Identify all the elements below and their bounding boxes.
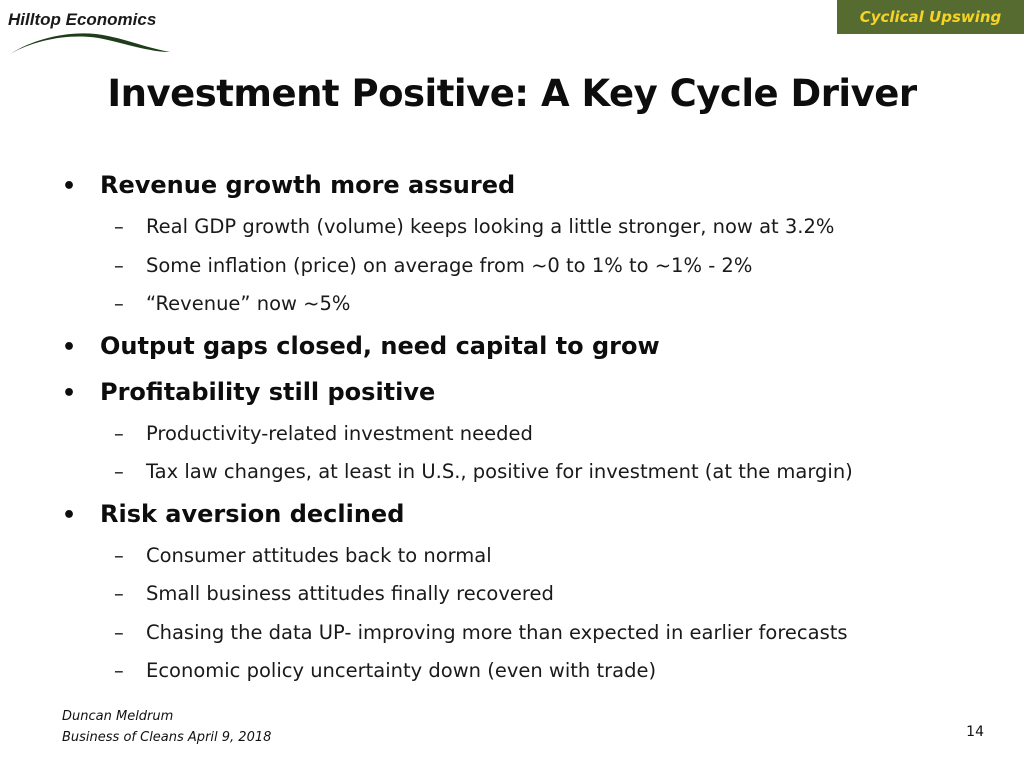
bullet-profitability: • Profitability still positive: [62, 377, 435, 409]
logo-wordmark: Hilltop Economics: [8, 10, 157, 29]
dash-icon: –: [114, 292, 124, 315]
bullet-heading: Revenue growth more assured: [100, 171, 516, 199]
sub-bullet-productivity: – Productivity-related investment needed: [114, 421, 533, 447]
bullet-dot-icon: •: [62, 381, 77, 406]
footer-author: Duncan Meldrum: [62, 709, 174, 724]
sub-bullet-text: Consumer attitudes back to normal: [146, 544, 492, 567]
sub-bullet-text: “Revenue” now ~5%: [146, 292, 351, 315]
sub-bullet-text: Tax law changes, at least in U.S., posit…: [146, 460, 853, 483]
sub-bullet-text: Real GDP growth (volume) keeps looking a…: [146, 215, 835, 238]
sub-bullet-real-gdp: – Real GDP growth (volume) keeps looking …: [114, 214, 834, 240]
sub-bullet-text: Chasing the data UP- improving more than…: [146, 621, 848, 644]
bullet-dot-icon: •: [62, 335, 77, 360]
dash-icon: –: [114, 215, 124, 238]
hilltop-logo: Hilltop Economics: [8, 8, 173, 63]
page-number: 14: [966, 724, 984, 740]
hill-swoosh-icon: [10, 33, 170, 54]
dash-icon: –: [114, 460, 124, 483]
dash-icon: –: [114, 544, 124, 567]
sub-bullet-consumer: – Consumer attitudes back to normal: [114, 543, 492, 569]
section-tag: Cyclical Upswing: [837, 0, 1024, 34]
sub-bullet-small-business: – Small business attitudes finally recove…: [114, 581, 554, 607]
dash-icon: –: [114, 659, 124, 682]
bullet-risk-aversion: • Risk aversion declined: [62, 499, 404, 531]
sub-bullet-tax-law: – Tax law changes, at least in U.S., posi…: [114, 459, 853, 485]
sub-bullet-chasing-data: – Chasing the data UP- improving more tha…: [114, 620, 848, 646]
sub-bullet-text: Some inflation (price) on average from ~…: [146, 254, 753, 277]
sub-bullet-policy-uncertainty: – Economic policy uncertainty down (even …: [114, 658, 656, 684]
footer-event: Business of Cleans April 9, 2018: [62, 730, 272, 745]
footer-credits: Duncan Meldrum Business of Cleans April …: [62, 706, 271, 748]
sub-bullet-text: Economic policy uncertainty down (even w…: [146, 659, 657, 682]
slide-title: Investment Positive: A Key Cycle Driver: [107, 72, 917, 115]
bullet-heading: Risk aversion declined: [100, 500, 405, 528]
bullet-heading: Output gaps closed, need capital to grow: [100, 332, 660, 360]
bullet-output-gaps: • Output gaps closed, need capital to gro…: [62, 331, 660, 363]
dash-icon: –: [114, 254, 124, 277]
dash-icon: –: [114, 621, 124, 644]
bullet-heading: Profitability still positive: [100, 378, 436, 406]
dash-icon: –: [114, 582, 124, 605]
sub-bullet-inflation: – Some inflation (price) on average from …: [114, 253, 752, 279]
bullet-dot-icon: •: [62, 174, 77, 199]
slide-body: • Revenue growth more assured – Real GDP g…: [62, 170, 853, 684]
bullet-revenue-growth: • Revenue growth more assured: [62, 170, 515, 202]
sub-bullet-text: Small business attitudes finally recover…: [146, 582, 554, 605]
bullet-dot-icon: •: [62, 503, 77, 528]
dash-icon: –: [114, 422, 124, 445]
sub-bullet-text: Productivity-related investment needed: [146, 422, 533, 445]
sub-bullet-revenue: – “Revenue” now ~5%: [114, 291, 350, 317]
